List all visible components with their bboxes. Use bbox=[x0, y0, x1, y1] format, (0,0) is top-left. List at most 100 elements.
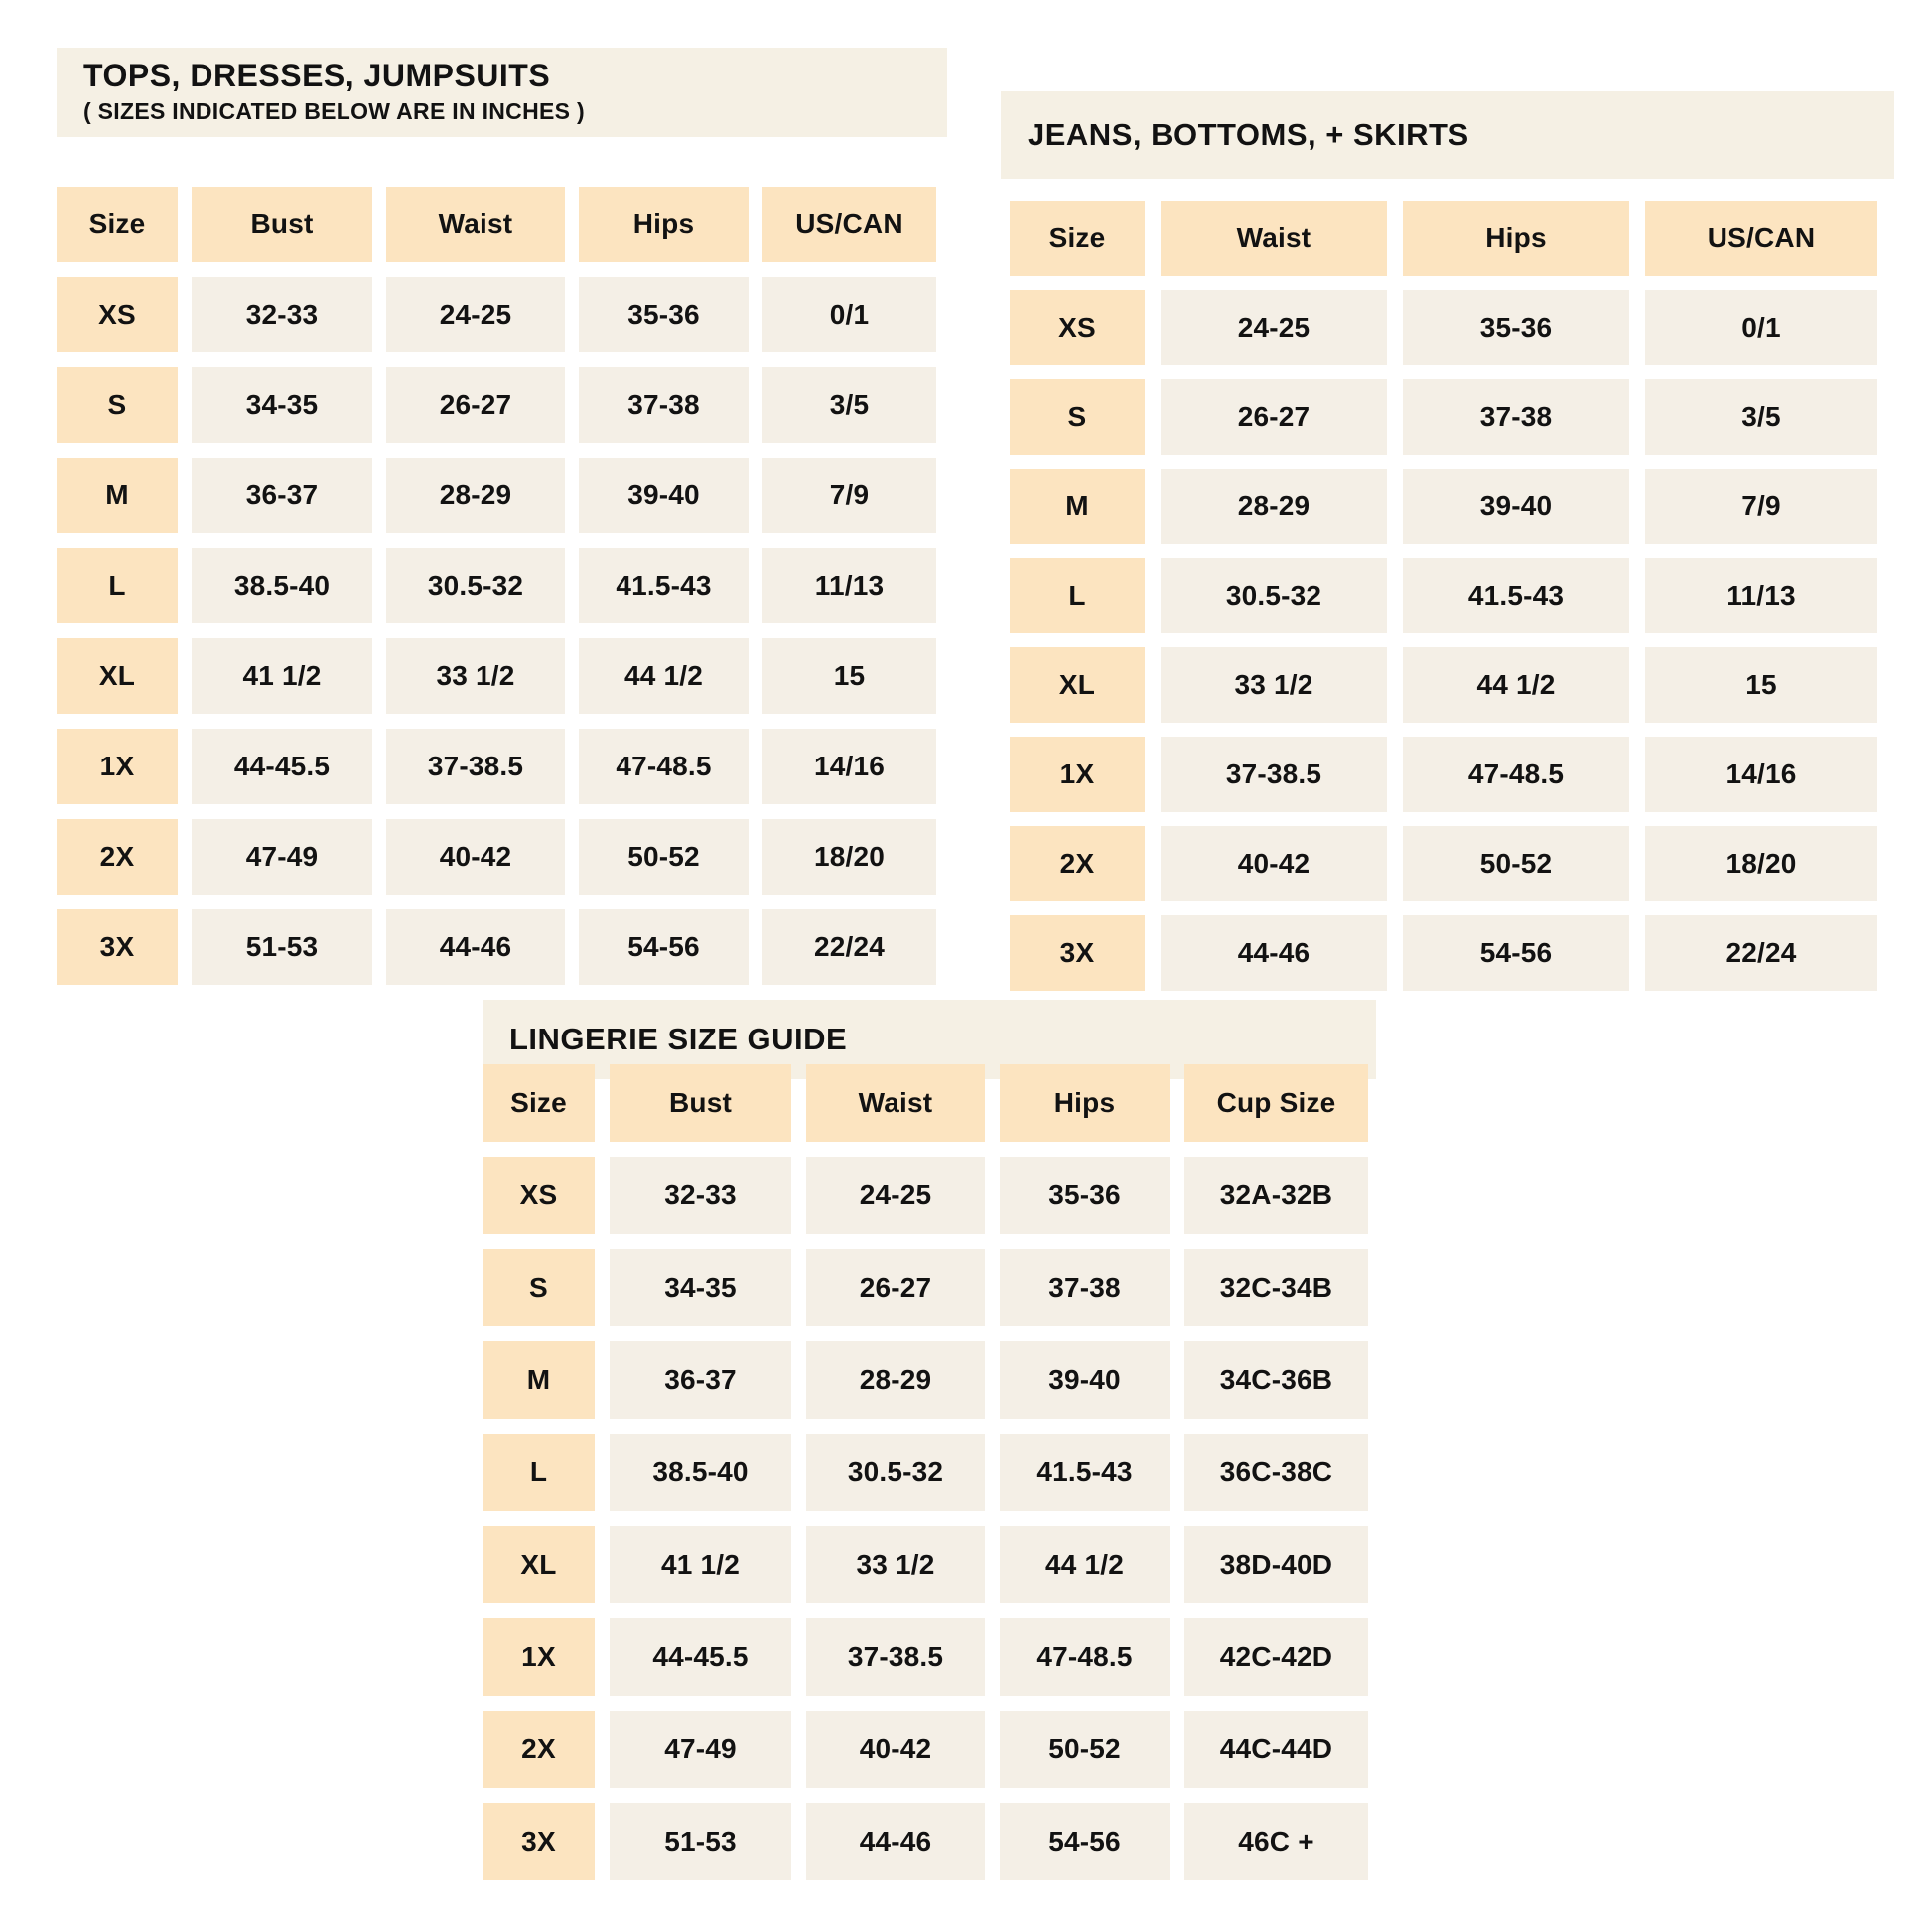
measurement-cell: 44 1/2 bbox=[1000, 1526, 1170, 1603]
column-header-waist: Waist bbox=[386, 187, 565, 262]
jeans-title-band: JEANS, BOTTOMS, + SKIRTS bbox=[1001, 91, 1894, 179]
jeans-title: JEANS, BOTTOMS, + SKIRTS bbox=[1028, 117, 1469, 153]
size-label-cell: XL bbox=[483, 1526, 595, 1603]
measurement-cell: 30.5-32 bbox=[386, 548, 565, 623]
measurement-cell: 18/20 bbox=[1645, 826, 1877, 901]
column-header-size: Size bbox=[57, 187, 178, 262]
size-label-cell: 1X bbox=[57, 729, 178, 804]
measurement-cell: 32C-34B bbox=[1184, 1249, 1368, 1326]
size-label-cell: XL bbox=[1010, 647, 1145, 723]
measurement-cell: 42C-42D bbox=[1184, 1618, 1368, 1696]
measurement-cell: 35-36 bbox=[1000, 1157, 1170, 1234]
jeans-grid: Size Waist Hips US/CAN XS 24-25 35-36 0/1 S 26-27… bbox=[1010, 201, 1877, 991]
measurement-cell: 47-49 bbox=[192, 819, 372, 895]
size-label-cell: S bbox=[57, 367, 178, 443]
measurement-cell: 35-36 bbox=[579, 277, 749, 352]
size-label-cell: 2X bbox=[57, 819, 178, 895]
size-label-cell: 3X bbox=[483, 1803, 595, 1880]
measurement-cell: 32-33 bbox=[610, 1157, 791, 1234]
size-label-cell: M bbox=[57, 458, 178, 533]
measurement-cell: 50-52 bbox=[579, 819, 749, 895]
size-label-cell: 3X bbox=[57, 909, 178, 985]
measurement-cell: 54-56 bbox=[1000, 1803, 1170, 1880]
measurement-cell: 41.5-43 bbox=[1403, 558, 1629, 633]
measurement-cell: 32A-32B bbox=[1184, 1157, 1368, 1234]
measurement-cell: 24-25 bbox=[386, 277, 565, 352]
column-header-bust: Bust bbox=[192, 187, 372, 262]
column-header-us-can: US/CAN bbox=[762, 187, 936, 262]
measurement-cell: 39-40 bbox=[1403, 469, 1629, 544]
measurement-cell: 24-25 bbox=[1161, 290, 1387, 365]
measurement-cell: 0/1 bbox=[1645, 290, 1877, 365]
column-header-us-can: US/CAN bbox=[1645, 201, 1877, 276]
size-label-cell: XS bbox=[57, 277, 178, 352]
measurement-cell: 22/24 bbox=[1645, 915, 1877, 991]
measurement-cell: 41.5-43 bbox=[579, 548, 749, 623]
measurement-cell: 47-48.5 bbox=[1403, 737, 1629, 812]
measurement-cell: 46C + bbox=[1184, 1803, 1368, 1880]
measurement-cell: 24-25 bbox=[806, 1157, 985, 1234]
measurement-cell: 14/16 bbox=[762, 729, 936, 804]
measurement-cell: 7/9 bbox=[1645, 469, 1877, 544]
measurement-cell: 38D-40D bbox=[1184, 1526, 1368, 1603]
measurement-cell: 7/9 bbox=[762, 458, 936, 533]
size-label-cell: L bbox=[57, 548, 178, 623]
measurement-cell: 15 bbox=[762, 638, 936, 714]
measurement-cell: 37-38.5 bbox=[1161, 737, 1387, 812]
measurement-cell: 54-56 bbox=[1403, 915, 1629, 991]
measurement-cell: 37-38 bbox=[1000, 1249, 1170, 1326]
measurement-cell: 15 bbox=[1645, 647, 1877, 723]
column-header-hips: Hips bbox=[1000, 1064, 1170, 1142]
column-header-hips: Hips bbox=[1403, 201, 1629, 276]
measurement-cell: 37-38.5 bbox=[806, 1618, 985, 1696]
measurement-cell: 44-46 bbox=[386, 909, 565, 985]
measurement-cell: 3/5 bbox=[762, 367, 936, 443]
measurement-cell: 3/5 bbox=[1645, 379, 1877, 455]
size-label-cell: 3X bbox=[1010, 915, 1145, 991]
measurement-cell: 44-46 bbox=[806, 1803, 985, 1880]
measurement-cell: 33 1/2 bbox=[1161, 647, 1387, 723]
measurement-cell: 51-53 bbox=[610, 1803, 791, 1880]
measurement-cell: 38.5-40 bbox=[610, 1434, 791, 1511]
measurement-cell: 18/20 bbox=[762, 819, 936, 895]
column-header-size: Size bbox=[1010, 201, 1145, 276]
measurement-cell: 50-52 bbox=[1403, 826, 1629, 901]
size-label-cell: S bbox=[1010, 379, 1145, 455]
measurement-cell: 44-45.5 bbox=[610, 1618, 791, 1696]
measurement-cell: 33 1/2 bbox=[386, 638, 565, 714]
measurement-cell: 33 1/2 bbox=[806, 1526, 985, 1603]
measurement-cell: 26-27 bbox=[1161, 379, 1387, 455]
column-header-bust: Bust bbox=[610, 1064, 791, 1142]
measurement-cell: 41.5-43 bbox=[1000, 1434, 1170, 1511]
size-label-cell: M bbox=[483, 1341, 595, 1419]
measurement-cell: 51-53 bbox=[192, 909, 372, 985]
measurement-cell: 34-35 bbox=[610, 1249, 791, 1326]
measurement-cell: 41 1/2 bbox=[610, 1526, 791, 1603]
measurement-cell: 39-40 bbox=[1000, 1341, 1170, 1419]
measurement-cell: 47-49 bbox=[610, 1711, 791, 1788]
measurement-cell: 11/13 bbox=[762, 548, 936, 623]
column-header-waist: Waist bbox=[1161, 201, 1387, 276]
measurement-cell: 32-33 bbox=[192, 277, 372, 352]
size-label-cell: 2X bbox=[1010, 826, 1145, 901]
measurement-cell: 37-38 bbox=[579, 367, 749, 443]
measurement-cell: 28-29 bbox=[806, 1341, 985, 1419]
measurement-cell: 30.5-32 bbox=[1161, 558, 1387, 633]
measurement-cell: 37-38.5 bbox=[386, 729, 565, 804]
size-label-cell: 1X bbox=[483, 1618, 595, 1696]
measurement-cell: 44C-44D bbox=[1184, 1711, 1368, 1788]
measurement-cell: 28-29 bbox=[1161, 469, 1387, 544]
measurement-cell: 38.5-40 bbox=[192, 548, 372, 623]
tops-grid: Size Bust Waist Hips US/CAN XS 32-33 24-25 35-36… bbox=[57, 187, 936, 985]
measurement-cell: 37-38 bbox=[1403, 379, 1629, 455]
measurement-cell: 11/13 bbox=[1645, 558, 1877, 633]
measurement-cell: 40-42 bbox=[806, 1711, 985, 1788]
lingerie-grid: Size Bust Waist Hips Cup Size XS 32-33 24-25 35-… bbox=[483, 1064, 1368, 1880]
measurement-cell: 34C-36B bbox=[1184, 1341, 1368, 1419]
measurement-cell: 44-45.5 bbox=[192, 729, 372, 804]
measurement-cell: 0/1 bbox=[762, 277, 936, 352]
measurement-cell: 26-27 bbox=[806, 1249, 985, 1326]
measurement-cell: 36-37 bbox=[192, 458, 372, 533]
size-label-cell: 1X bbox=[1010, 737, 1145, 812]
measurement-cell: 34-35 bbox=[192, 367, 372, 443]
